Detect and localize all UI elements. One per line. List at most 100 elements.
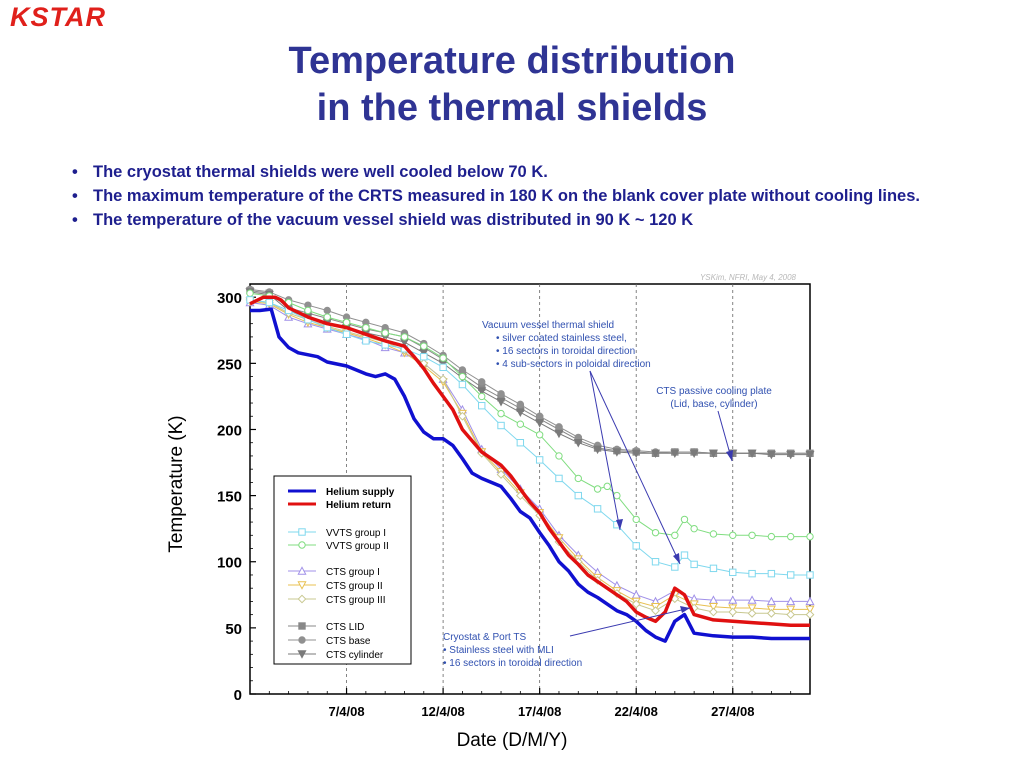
title-line-1: Temperature distribution: [288, 40, 736, 82]
data-point: [747, 608, 757, 618]
data-point: [729, 568, 737, 577]
data-point: [632, 542, 640, 550]
bullet-item: The maximum temperature of the CRTS meas…: [72, 184, 972, 208]
data-point: [555, 423, 563, 431]
temperature-chart: 0 50 100 150 200 250 300 7/4/08 12/4/08 17/4/08 22…: [166, 273, 815, 751]
data-point: [748, 569, 756, 578]
data-point: [297, 650, 307, 659]
series-helium-return: [249, 295, 810, 627]
annotation-cts-line: CTS passive cooling plate: [656, 386, 772, 397]
data-point: [304, 306, 312, 315]
data-point: [420, 342, 428, 350]
legend-entry: CTS group II: [288, 581, 383, 592]
data-point: [709, 530, 718, 538]
data-point: [651, 558, 660, 566]
data-point: [671, 531, 679, 539]
title-line-2: in the thermal shields: [316, 87, 708, 129]
data-point: [439, 363, 447, 372]
legend-label: VVTS group II: [326, 541, 389, 552]
data-point: [420, 353, 428, 361]
data-point: [689, 449, 699, 459]
data-point: [631, 599, 641, 609]
legend-label: CTS base: [326, 636, 371, 647]
data-point: [516, 439, 525, 447]
annotation-vvts-line: Vacuum vessel thermal shield: [482, 320, 614, 331]
data-point: [555, 452, 563, 460]
data-point: [708, 449, 718, 459]
x-tick-label: 22/4/08: [615, 704, 658, 719]
data-point: [728, 607, 738, 617]
annotation-vvts: Vacuum vessel thermal shield • silver co…: [482, 320, 651, 370]
data-point: [690, 560, 698, 569]
data-point: [458, 372, 467, 381]
x-tick-label: 7/4/08: [328, 704, 364, 719]
legend-label: Helium return: [326, 500, 391, 511]
slide-title: Temperature distribution in the thermal …: [0, 38, 1024, 132]
data-point: [766, 596, 776, 606]
ylabel-group: Temperature (K): [166, 415, 187, 552]
annotation-cryostat: Cryostat & Port TS • Stainless steel wit…: [443, 632, 582, 669]
legend-entry: CTS group III: [288, 594, 385, 606]
series-vvts-group-ii: [246, 289, 814, 541]
data-point: [477, 387, 487, 396]
data-point: [593, 485, 602, 493]
y-tick-label: 300: [217, 290, 242, 307]
data-point: [497, 409, 505, 418]
data-point: [555, 474, 563, 483]
data-point: [670, 449, 680, 459]
arrowhead-vvts-2: [673, 553, 680, 564]
annotation-cts: CTS passive cooling plate (Lid, base, cy…: [656, 386, 772, 410]
data-point: [593, 505, 602, 513]
data-point: [362, 337, 370, 345]
annotation-cryostat-line: Cryostat & Port TS: [443, 632, 527, 643]
y-tick-label: 50: [225, 621, 242, 638]
data-point: [786, 532, 795, 541]
data-point: [323, 306, 331, 315]
data-point: [297, 581, 307, 590]
data-point: [381, 329, 389, 337]
bullet-item: The cryostat thermal shields were well c…: [72, 160, 972, 184]
legend-label: VVTS group I: [326, 528, 386, 539]
legend-label: CTS group II: [326, 581, 383, 592]
data-point: [439, 354, 447, 362]
y-tick-label: 200: [217, 422, 242, 439]
data-point: [680, 551, 689, 559]
x-tick-label: 12/4/08: [421, 704, 464, 719]
legend-entry: CTS cylinder: [288, 650, 384, 661]
data-point: [786, 596, 796, 606]
data-point: [729, 531, 737, 539]
data-point: [516, 420, 525, 428]
data-point: [496, 398, 506, 407]
y-tick-label: 0: [234, 687, 242, 704]
data-point: [651, 528, 660, 537]
data-point: [554, 429, 564, 439]
data-point: [323, 313, 331, 321]
data-point: [362, 323, 370, 332]
arrowhead-cryostat: [680, 606, 690, 613]
data-point: [613, 491, 621, 500]
x-tick-label: 17/4/08: [518, 704, 561, 719]
annotation-cts-line: (Lid, base, cylinder): [670, 399, 757, 410]
annotation-cryostat-line: • Stainless steel with MLI: [443, 645, 554, 656]
kstar-logo: KSTAR: [10, 2, 106, 32]
series-layer: [245, 285, 815, 643]
data-point: [747, 595, 757, 604]
data-point: [708, 603, 718, 612]
arrowhead-cts: [726, 450, 733, 461]
legend-label: CTS group I: [326, 567, 380, 578]
data-point: [298, 622, 306, 630]
data-point: [497, 421, 505, 430]
credit-text: YSKim, NFRI, May 4, 2008: [700, 273, 797, 282]
data-point: [573, 439, 583, 448]
data-point: [478, 401, 486, 410]
data-point: [574, 491, 582, 500]
legend-entry: Helium supply: [288, 487, 395, 498]
legend-entry: VVTS group I: [288, 528, 386, 539]
x-tick-label: 27/4/08: [711, 704, 754, 719]
data-point: [535, 412, 544, 420]
annotation-vvts-line: • 16 sectors in toroidal direction: [496, 346, 635, 357]
data-point: [297, 594, 307, 604]
data-point: [400, 333, 409, 341]
y-tick-label: 100: [217, 555, 242, 572]
data-point: [709, 607, 718, 617]
